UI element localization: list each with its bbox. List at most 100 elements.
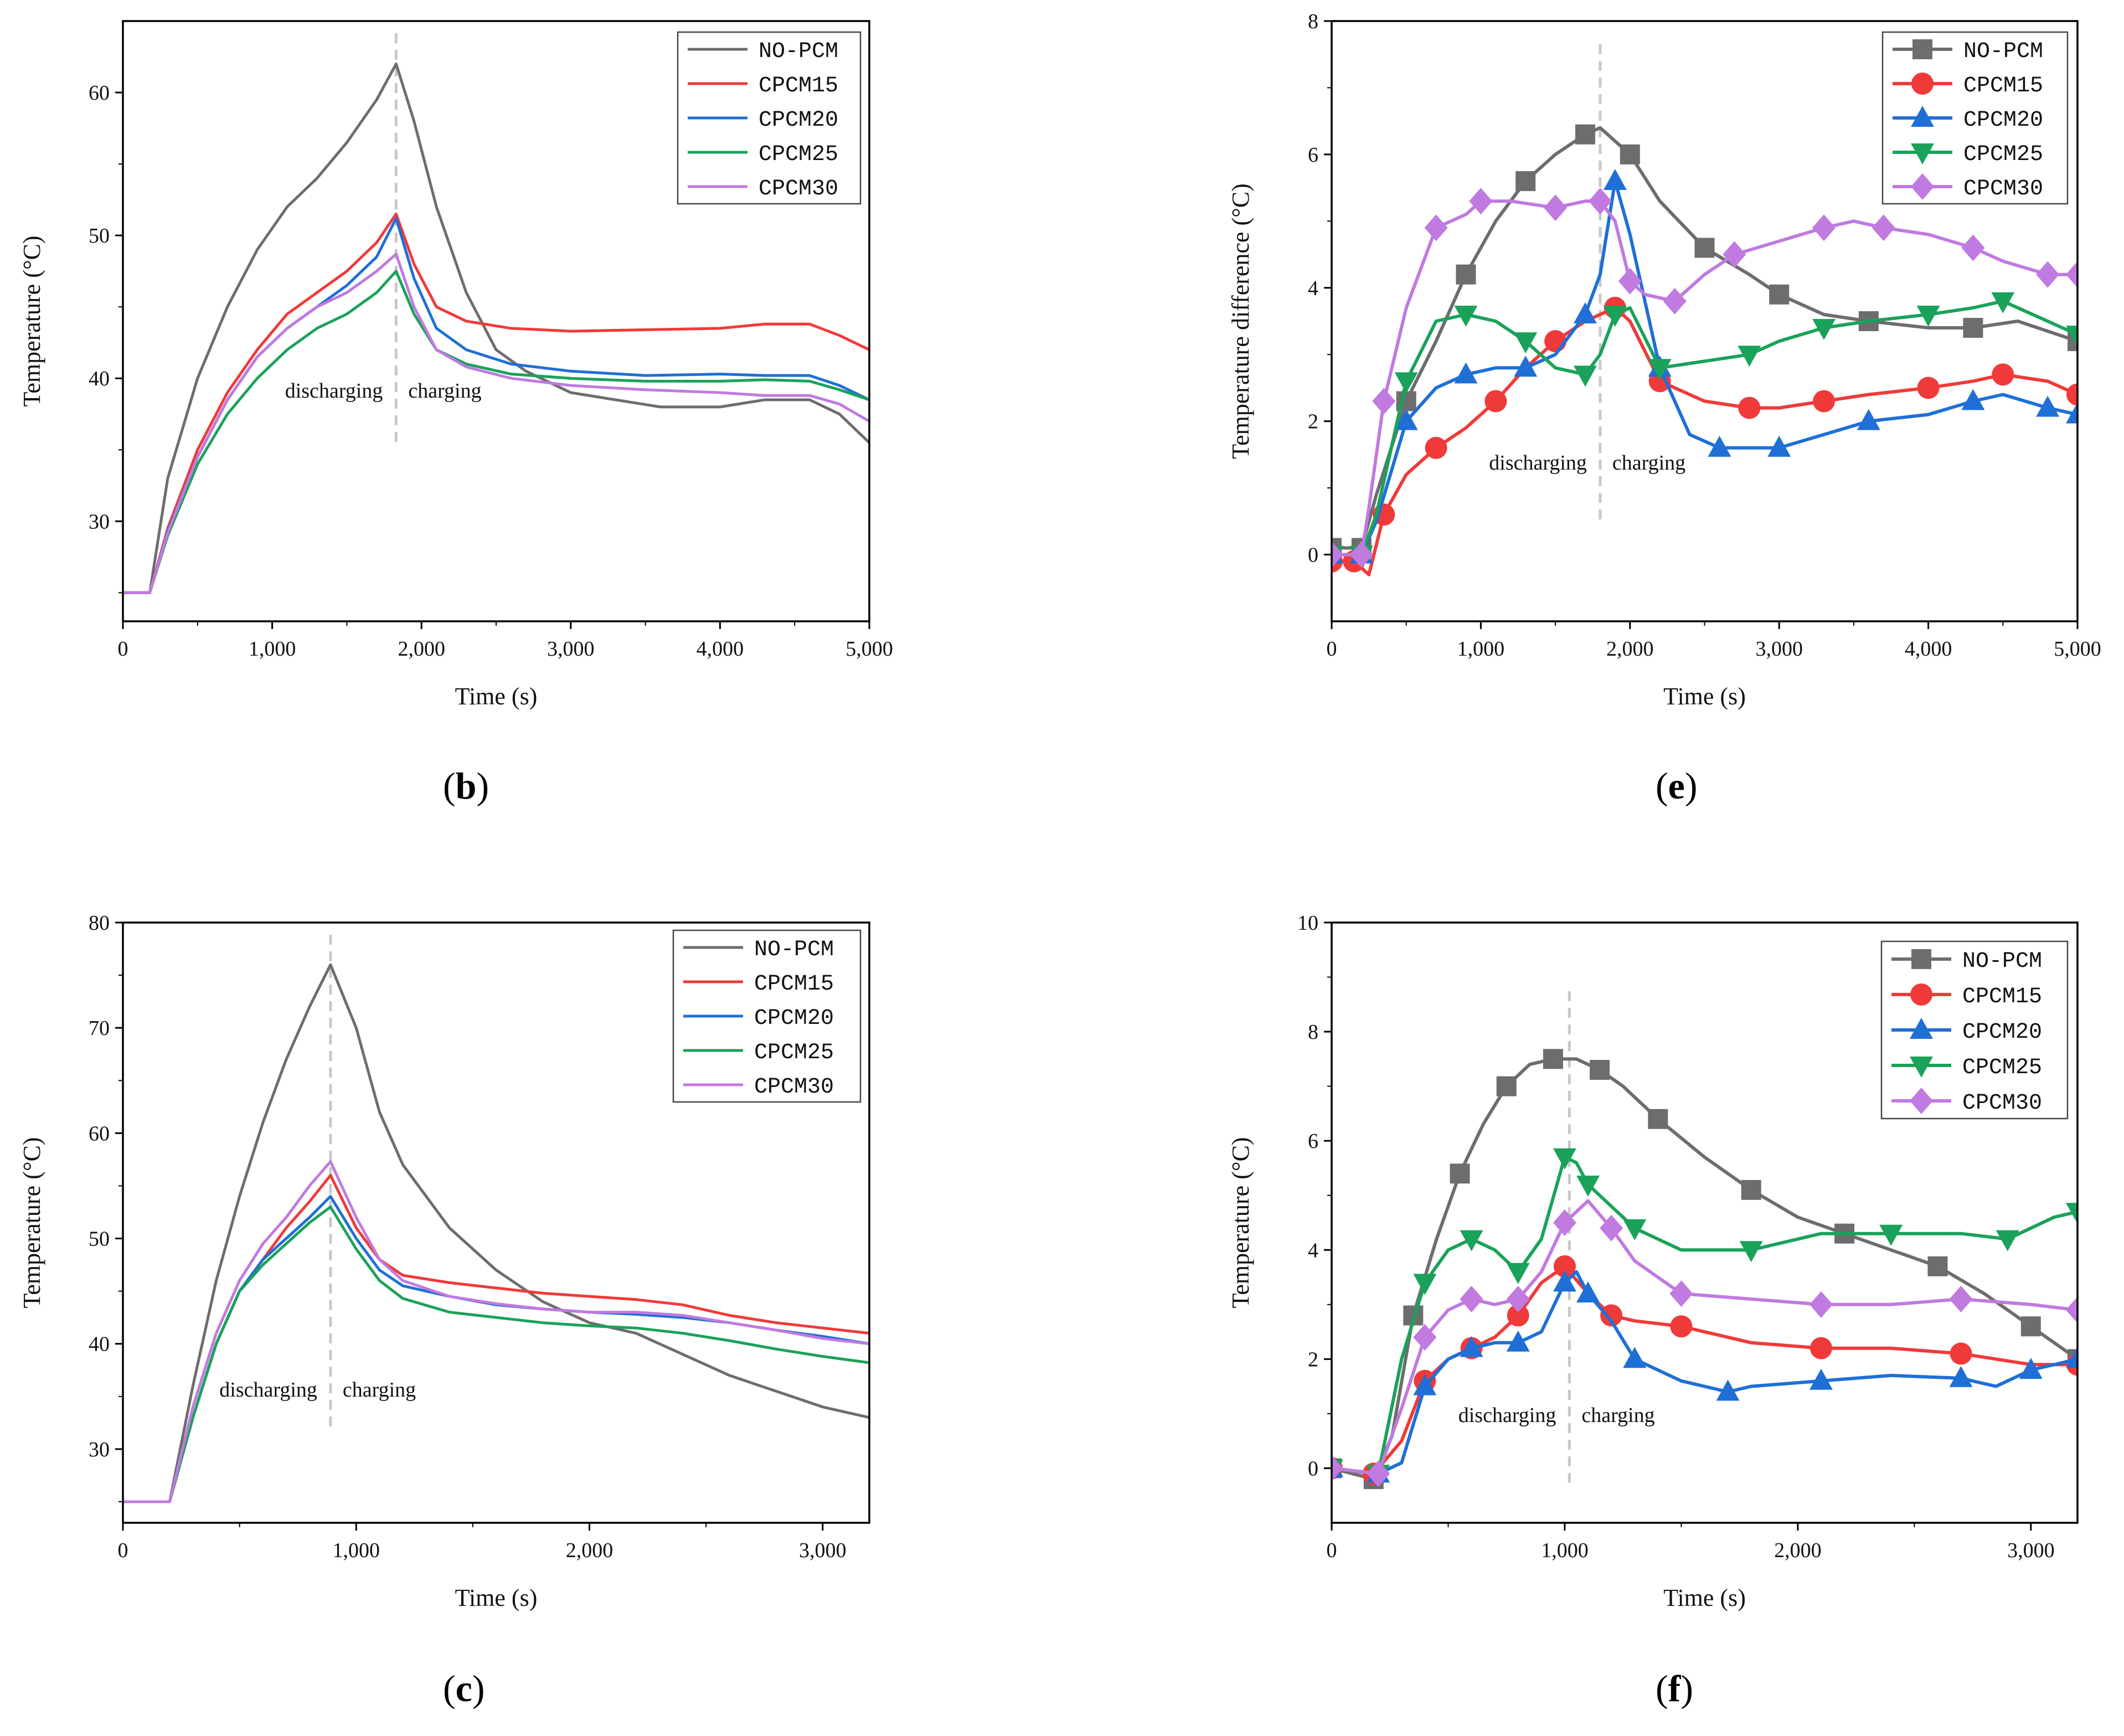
x-tick-label: 4,000 xyxy=(1905,637,1952,661)
plot-frame xyxy=(1331,20,2079,622)
legend-label: CPCM25 xyxy=(1963,142,2043,167)
y-axis-label: Temperature (°C) xyxy=(18,1137,45,1309)
y-tick-label: 40 xyxy=(89,367,110,390)
data-point-no-pcm xyxy=(2020,1316,2041,1337)
annotation-charging: charging xyxy=(1581,1404,1654,1427)
panel-label-c: (c) xyxy=(443,1667,485,1709)
panel-label-e: (e) xyxy=(1656,765,1698,807)
data-point-cpcm30 xyxy=(1812,214,1836,241)
series-group xyxy=(1332,1049,2077,1490)
data-point-no-pcm xyxy=(1927,1256,1948,1276)
data-point-no-pcm xyxy=(1741,1179,1761,1200)
data-point-cpcm20 xyxy=(1514,356,1538,377)
y-tick-label: 2 xyxy=(1308,410,1318,434)
legend-marker xyxy=(1911,143,1934,164)
data-point-cpcm20 xyxy=(2036,395,2060,417)
data-point-cpcm25 xyxy=(1576,1176,1600,1197)
data-point-no-pcm xyxy=(1496,1076,1517,1096)
data-point-cpcm30 xyxy=(1469,188,1493,215)
data-point-cpcm25 xyxy=(1991,292,2015,313)
data-point-cpcm20 xyxy=(2019,1358,2043,1379)
data-point-cpcm30 xyxy=(1332,1455,1343,1482)
legend-marker xyxy=(1910,1088,1933,1114)
data-point-cpcm25 xyxy=(1739,1241,1763,1263)
data-point-cpcm25 xyxy=(1413,1274,1437,1295)
x-axis-label: Time (s) xyxy=(455,1584,538,1611)
legend-label: CPCM30 xyxy=(1963,177,2043,202)
data-point-cpcm15 xyxy=(1813,390,1836,413)
legend-marker xyxy=(1911,73,1934,95)
legend-marker xyxy=(1911,106,1934,127)
legend-marker xyxy=(1910,1057,1933,1078)
legend-label: CPCM15 xyxy=(1963,74,2043,99)
data-point-cpcm20 xyxy=(1454,362,1478,384)
data-point-cpcm20 xyxy=(1394,409,1418,430)
data-point-cpcm30 xyxy=(1949,1285,1973,1312)
x-tick-label: 0 xyxy=(118,637,128,661)
series-group xyxy=(1332,124,2077,576)
data-point-cpcm30 xyxy=(1618,267,1642,295)
legend-marker xyxy=(1911,949,1931,969)
series-line-cpcm30 xyxy=(123,253,869,594)
data-point-cpcm30 xyxy=(1723,241,1746,268)
data-point-cpcm30 xyxy=(1506,1285,1530,1312)
x-tick-label: 0 xyxy=(118,1539,128,1562)
x-tick-label: 4,000 xyxy=(697,637,744,661)
data-point-cpcm20 xyxy=(1553,1270,1576,1292)
chart-panel-c: 0 1,000 2,000 3,000 30 40 50 60 70 80 Time (s) Temp… xyxy=(18,911,870,1611)
annotation-discharging: discharging xyxy=(1489,451,1587,475)
panel-label-b: (b) xyxy=(443,765,489,807)
series-line-cpcm20 xyxy=(123,1195,869,1503)
legend-label: CPCM30 xyxy=(754,1075,834,1100)
series-line-no-pcm xyxy=(1332,126,2077,550)
legend-label: CPCM15 xyxy=(754,972,834,997)
chart-panel-e: 0 1,000 2,000 3,000 4,000 5,000 0 2 4 6 8 Time (s) T… xyxy=(1227,10,2101,710)
data-point-cpcm20 xyxy=(1576,1281,1600,1303)
series-line-no-pcm xyxy=(123,62,869,594)
data-point-cpcm15 xyxy=(2066,383,2077,406)
y-tick-label: 70 xyxy=(89,1017,110,1040)
x-tick-label: 3,000 xyxy=(1755,637,1803,661)
series-line-no-pcm xyxy=(123,963,869,1503)
chart-panel-b: 0 1,000 2,000 3,000 4,000 5,000 30 40 50 60 Time (… xyxy=(18,20,893,710)
x-tick-label: 0 xyxy=(1327,1539,1337,1562)
data-point-cpcm15 xyxy=(1917,377,1940,399)
data-point-cpcm30 xyxy=(2066,261,2077,288)
legend-label: CPCM20 xyxy=(754,1006,834,1031)
x-tick-label: 2,000 xyxy=(566,1539,614,1562)
data-point-cpcm20 xyxy=(1573,302,1597,323)
x-tick-label: 2,000 xyxy=(1606,637,1654,661)
data-point-cpcm30 xyxy=(1372,388,1396,415)
data-point-cpcm30 xyxy=(1332,541,1343,568)
series-line-cpcm15 xyxy=(123,212,869,594)
data-point-cpcm25 xyxy=(1460,1230,1483,1251)
series-line-cpcm25 xyxy=(123,1206,869,1503)
data-point-cpcm15 xyxy=(1425,436,1447,459)
data-point-cpcm30 xyxy=(1460,1285,1483,1312)
series-group xyxy=(123,963,869,1503)
data-point-cpcm20 xyxy=(2066,1347,2077,1368)
data-point-cpcm20 xyxy=(1603,169,1627,190)
y-tick-label: 4 xyxy=(1308,277,1318,300)
data-point-no-pcm xyxy=(1769,284,1790,305)
chart-panel-f: 0 1,000 2,000 3,000 0 2 4 6 8 10 Time (s) Temperatu… xyxy=(1227,911,2079,1611)
y-tick-label: 4 xyxy=(1308,1239,1318,1262)
data-point-no-pcm xyxy=(1543,1049,1563,1069)
legend-label: CPCM15 xyxy=(1962,985,2042,1009)
data-point-cpcm30 xyxy=(1413,1323,1437,1351)
data-point-cpcm20 xyxy=(2066,402,2077,424)
data-point-cpcm20 xyxy=(1961,389,1985,410)
series-group xyxy=(123,62,869,594)
data-point-cpcm25 xyxy=(1394,372,1418,394)
legend: NO-PCM CPCM15 CPCM20 CPCM25 CPCM30 xyxy=(1880,940,2069,1120)
y-tick-label: 30 xyxy=(89,1438,110,1461)
y-axis-label: Temperature (°C) xyxy=(18,236,45,407)
x-tick-label: 2,000 xyxy=(398,637,445,661)
data-point-cpcm15 xyxy=(1670,1315,1693,1338)
annotation-discharging: discharging xyxy=(1458,1404,1556,1427)
data-point-no-pcm xyxy=(1450,1163,1470,1184)
data-point-no-pcm xyxy=(1963,318,1983,338)
y-tick-label: 6 xyxy=(1308,1130,1318,1153)
data-point-cpcm25 xyxy=(1648,359,1672,380)
annotation-charging: charging xyxy=(408,379,481,403)
